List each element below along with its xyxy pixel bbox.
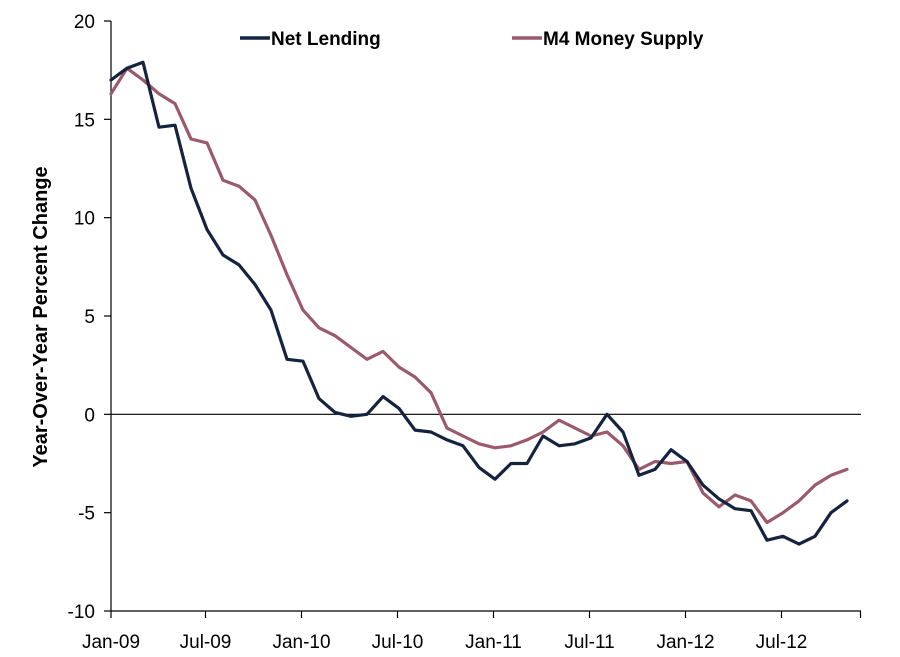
x-tick-label: Jul-12 <box>756 632 808 653</box>
series-line-m4-money-supply <box>109 66 849 525</box>
x-tick-label: Jan-10 <box>272 632 330 653</box>
y-tick-label: 20 <box>74 12 95 33</box>
x-axis-ticks: Jan-09 Jul-09 Jan-10 Jul-10 Jan-11 Jul-11 Jan-… <box>82 611 862 653</box>
x-tick-label: Jan-09 <box>82 632 140 653</box>
series-lines <box>109 60 849 546</box>
y-axis-title: Year-Over-Year Percent Change <box>30 166 52 467</box>
x-tick-label: Jul-10 <box>372 632 424 653</box>
series-line-net-lending <box>109 60 849 546</box>
y-tick-label: -5 <box>78 504 95 525</box>
x-tick-label: Jul-09 <box>180 632 232 653</box>
legend: Net Lending M4 Money Supply <box>240 29 704 50</box>
legend-label: M4 Money Supply <box>543 29 704 50</box>
x-tick-label: Jul-11 <box>564 632 614 653</box>
legend-label: Net Lending <box>271 29 381 50</box>
y-tick-label: 10 <box>74 209 95 230</box>
y-axis-ticks: -10 -5 0 5 10 15 20 <box>68 12 111 623</box>
y-tick-label: 0 <box>84 405 95 426</box>
y-tick-label: -10 <box>68 602 95 623</box>
x-tick-label: Jan-12 <box>656 632 714 653</box>
y-tick-label: 5 <box>84 307 95 328</box>
y-tick-label: 15 <box>74 110 95 131</box>
x-tick-label: Jan-11 <box>465 632 522 653</box>
